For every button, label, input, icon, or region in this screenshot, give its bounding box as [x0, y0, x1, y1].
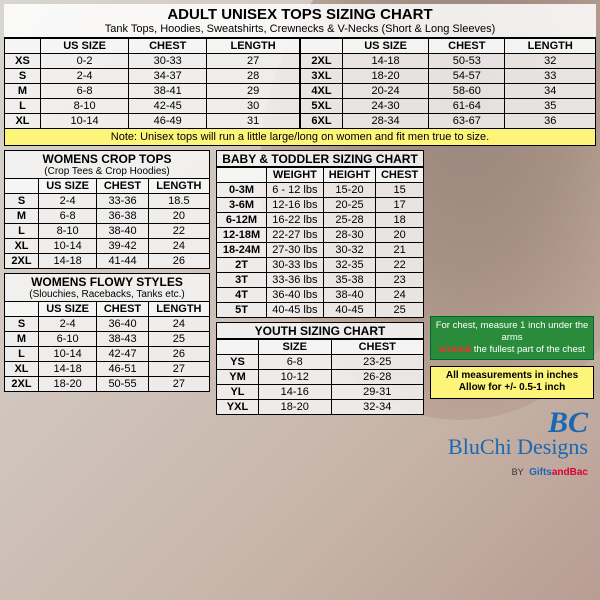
table-row: 6-12M16-22 lbs25-2818 — [217, 213, 424, 228]
crop-title: WOMENS CROP TOPS — [4, 150, 210, 166]
table-row: YS6-823-25 — [217, 355, 424, 370]
youth-section: YOUTH SIZING CHART SIZE CHEST YS6-823-25… — [216, 322, 424, 415]
table-row: XL10-1439-4224 — [5, 239, 210, 254]
col-us-size: US SIZE — [41, 39, 129, 54]
col-us-size: US SIZE — [343, 39, 429, 54]
fit-note: Note: Unisex tops will run a little larg… — [4, 129, 596, 146]
baby-table: WEIGHT HEIGHT CHEST 0-3M6 - 12 lbs15-201… — [216, 167, 424, 318]
table-row: S2-433-3618.5 — [5, 194, 210, 209]
table-row: L8-1038-4022 — [5, 224, 210, 239]
table-row: 6XL28-3463-6736 — [301, 114, 596, 129]
table-row: 12-18M22-27 lbs28-3020 — [217, 228, 424, 243]
brand-logo: BC BluChi Designs BY GiftsandBac — [430, 405, 594, 479]
table-row: XL10-1446-4931 — [5, 114, 300, 129]
youth-table: SIZE CHEST YS6-823-25YM10-1226-28YL14-16… — [216, 339, 424, 415]
main-title: ADULT UNISEX TOPS SIZING CHART — [4, 4, 596, 23]
adult-table-left: US SIZE CHEST LENGTH XS0-230-3327S2-434-… — [4, 38, 300, 129]
table-row: YXL18-2032-34 — [217, 400, 424, 415]
table-row: L8-1042-4530 — [5, 99, 300, 114]
flowy-table: US SIZE CHEST LENGTH S2-436-4024M6-1038-… — [4, 301, 210, 392]
crop-tops-section: WOMENS CROP TOPS (Crop Tees & Crop Hoodi… — [4, 150, 210, 269]
table-row: 2XL18-2050-5527 — [5, 377, 210, 392]
adult-table-right: US SIZE CHEST LENGTH 2XL14-1850-53323XL1… — [300, 38, 596, 129]
table-row: 0-3M6 - 12 lbs15-2015 — [217, 183, 424, 198]
table-row: 5XL24-3061-6435 — [301, 99, 596, 114]
col-length: LENGTH — [207, 39, 300, 54]
flowy-section: WOMENS FLOWY STYLES (Slouchies, Raceback… — [4, 273, 210, 392]
col-chest: CHEST — [429, 39, 505, 54]
table-row: M6-1038-4325 — [5, 332, 210, 347]
table-row: S2-434-3728 — [5, 69, 300, 84]
table-row: XL14-1846-5127 — [5, 362, 210, 377]
table-row: 3T33-36 lbs35-3823 — [217, 273, 424, 288]
table-row: XS0-230-3327 — [5, 54, 300, 69]
units-tip: All measurements in inches Allow for +/-… — [430, 366, 594, 399]
main-subtitle: Tank Tops, Hoodies, Sweatshirts, Crewnec… — [4, 23, 596, 38]
measure-tip: For chest, measure 1 inch under the arms… — [430, 316, 594, 360]
table-row: 18-24M27-30 lbs30-3221 — [217, 243, 424, 258]
col-length: LENGTH — [505, 39, 596, 54]
youth-title: YOUTH SIZING CHART — [216, 322, 424, 339]
table-row: 5T40-45 lbs40-4525 — [217, 303, 424, 318]
table-row: 3XL18-2054-5733 — [301, 69, 596, 84]
adult-sizing-tables: US SIZE CHEST LENGTH XS0-230-3327S2-434-… — [4, 38, 596, 129]
baby-title: BABY & TODDLER SIZING CHART — [216, 150, 424, 167]
crop-sub: (Crop Tees & Crop Hoodies) — [4, 166, 210, 178]
crop-table: US SIZE CHEST LENGTH S2-433-3618.5M6-836… — [4, 178, 210, 269]
table-row: 4T36-40 lbs38-4024 — [217, 288, 424, 303]
table-row: S2-436-4024 — [5, 317, 210, 332]
table-row: 4XL20-2458-6034 — [301, 84, 596, 99]
table-row: 2XL14-1841-4426 — [5, 254, 210, 269]
table-row: 2XL14-1850-5332 — [301, 54, 596, 69]
table-row: YM10-1226-28 — [217, 370, 424, 385]
table-row: 3-6M12-16 lbs20-2517 — [217, 198, 424, 213]
flowy-sub: (Slouchies, Racebacks, Tanks etc.) — [4, 289, 210, 301]
flowy-title: WOMENS FLOWY STYLES — [4, 273, 210, 289]
baby-section: BABY & TODDLER SIZING CHART WEIGHT HEIGH… — [216, 150, 424, 318]
table-row: YL14-1629-31 — [217, 385, 424, 400]
table-row: L10-1442-4726 — [5, 347, 210, 362]
col-chest: CHEST — [129, 39, 207, 54]
table-row: M6-838-4129 — [5, 84, 300, 99]
table-row: 2T30-33 lbs32-3522 — [217, 258, 424, 273]
table-row: M6-836-3820 — [5, 209, 210, 224]
logo-name: BluChi Designs — [448, 434, 588, 459]
